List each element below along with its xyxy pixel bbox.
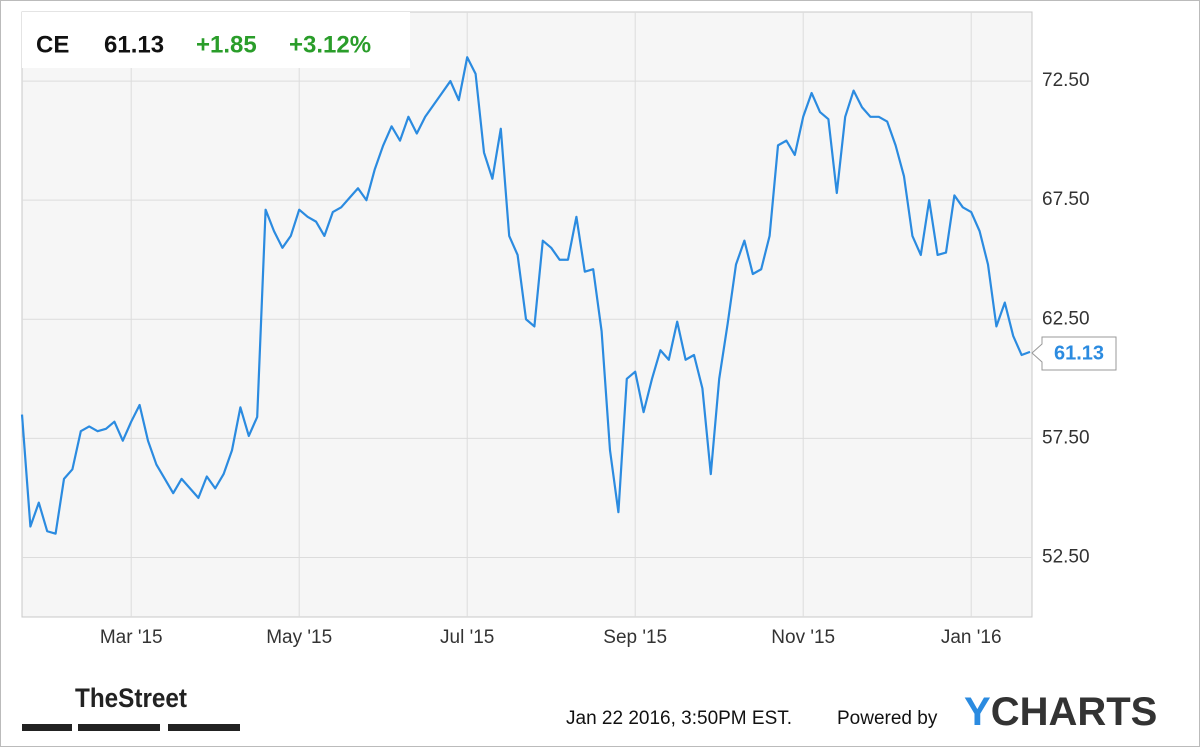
symbol: CE [36, 31, 69, 58]
change: +1.85 [196, 31, 257, 58]
x-tick-label: Mar '15 [100, 627, 163, 648]
timestamp: Jan 22 2016, 3:50PM EST. [566, 708, 792, 729]
source-logo: TheStreet [75, 683, 187, 713]
price-flag-label: 61.13 [1054, 342, 1104, 364]
x-tick-label: Jul '15 [440, 627, 494, 648]
x-tick-label: Sep '15 [603, 627, 667, 648]
logo-bar [78, 724, 160, 731]
brand: YCHARTS [964, 690, 1157, 734]
brand-name: CHARTS [991, 690, 1158, 734]
logo-bar [22, 724, 72, 731]
plot [20, 56, 1031, 535]
y-tick-label: 57.50 [1042, 427, 1090, 448]
y-tick-label: 52.50 [1042, 546, 1090, 567]
y-tick-label: 72.50 [1042, 70, 1090, 91]
price: 61.13 [104, 31, 164, 58]
x-tick-label: Nov '15 [771, 627, 835, 648]
y-tick-label: 67.50 [1042, 189, 1090, 210]
price-flag: 61.13 [1031, 336, 1117, 371]
price-flag-box [1031, 336, 1117, 371]
y-tick-label: 62.50 [1042, 308, 1090, 329]
grid [22, 12, 1032, 617]
quote-box [22, 12, 410, 68]
logo-bar [168, 724, 240, 731]
x-tick-label: May '15 [266, 627, 332, 648]
price-line [20, 56, 1031, 535]
powered-by: Powered by [837, 708, 938, 729]
brand-mark: Y [964, 690, 991, 734]
x-tick-label: Jan '16 [941, 627, 1002, 648]
plot-area [21, 11, 1033, 618]
change-percent: +3.12% [289, 31, 371, 58]
